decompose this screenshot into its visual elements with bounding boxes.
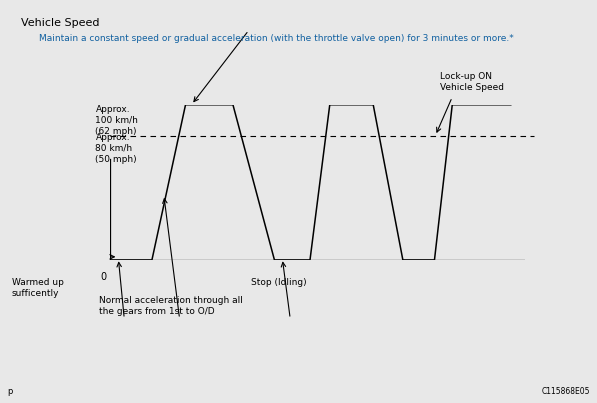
Text: Approx.
80 km/h
(50 mph): Approx. 80 km/h (50 mph) — [96, 133, 137, 164]
Text: Vehicle Speed: Vehicle Speed — [21, 18, 99, 28]
Text: Normal acceleration through all
the gears from 1st to O/D: Normal acceleration through all the gear… — [99, 296, 242, 316]
Text: Maintain a constant speed or gradual acceleration (with the throttle valve open): Maintain a constant speed or gradual acc… — [39, 34, 513, 43]
Text: p: p — [7, 387, 13, 396]
Text: Approx.
100 km/h
(62 mph): Approx. 100 km/h (62 mph) — [96, 105, 139, 136]
Text: C115868E05: C115868E05 — [541, 387, 590, 396]
Text: Stop (Idling): Stop (Idling) — [251, 278, 306, 287]
Text: Warmed up
sufficently: Warmed up sufficently — [12, 278, 64, 298]
Text: Lock-up ON
Vehicle Speed: Lock-up ON Vehicle Speed — [441, 72, 504, 92]
Text: 0: 0 — [100, 272, 107, 283]
